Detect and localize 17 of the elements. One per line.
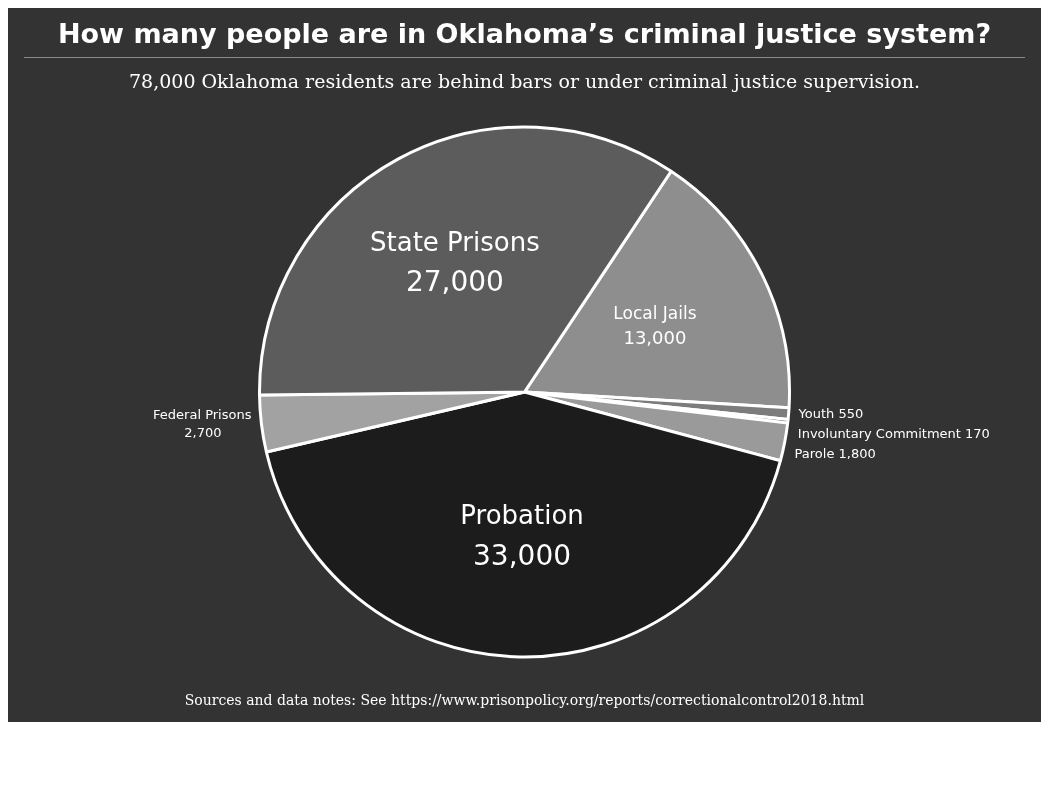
slice-label: State Prisons — [370, 226, 540, 257]
slice-label: Parole — [794, 445, 835, 461]
source-note: Sources and data notes: See https://www.prisonpolicy.org/reports/correctionalcontrol2018.html — [183, 692, 866, 708]
slice-label: Youth — [797, 405, 835, 421]
data-label: 170 — [965, 425, 990, 441]
data-label: 27,000 — [405, 265, 504, 299]
data-label: 550 — [838, 405, 864, 421]
slice-label: Involuntary Commitment — [797, 425, 961, 441]
slice-label: Probation — [460, 500, 584, 531]
data-label: 33,000 — [473, 539, 572, 573]
slice-label: Local Jails — [613, 303, 697, 324]
chart-title: How many people are in Oklahoma’s criminal justice system? — [24, 18, 1025, 58]
data-label: 1,800 — [838, 445, 876, 461]
data-label: 13,000 — [623, 326, 687, 348]
data-label: 2,700 — [184, 425, 222, 441]
slice-label: Federal Prisons — [153, 407, 252, 423]
chart-subtitle: 78,000 Oklahoma residents are behind bars or under criminal justice supervision. — [128, 70, 921, 92]
